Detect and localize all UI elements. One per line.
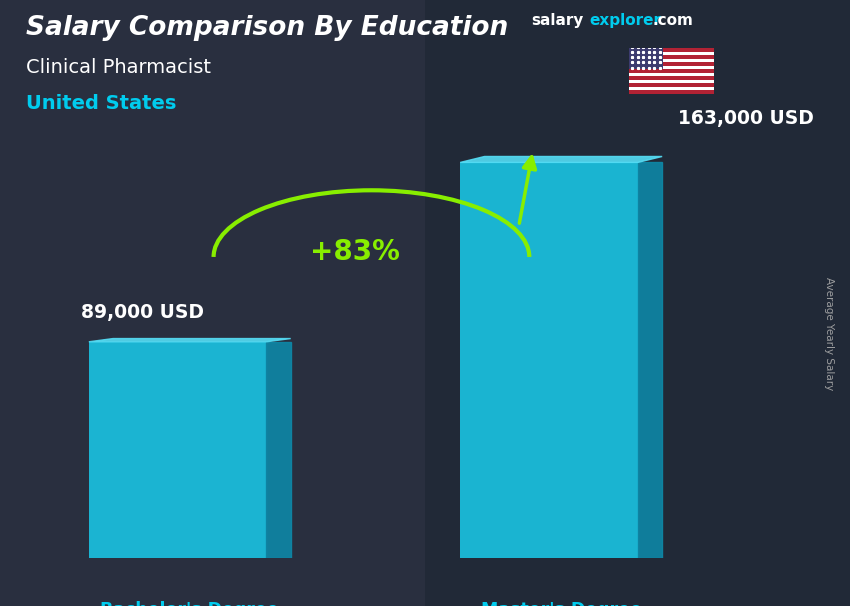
Text: .com: .com xyxy=(653,13,694,28)
Bar xyxy=(629,73,714,76)
Bar xyxy=(629,70,714,73)
Text: 163,000 USD: 163,000 USD xyxy=(678,110,814,128)
Bar xyxy=(461,162,638,558)
Text: salary: salary xyxy=(531,13,584,28)
Text: 89,000 USD: 89,000 USD xyxy=(81,304,204,322)
Bar xyxy=(629,48,714,52)
Polygon shape xyxy=(267,342,291,558)
Polygon shape xyxy=(461,156,662,162)
Text: Clinical Pharmacist: Clinical Pharmacist xyxy=(26,58,211,76)
Text: Salary Comparison By Education: Salary Comparison By Education xyxy=(26,15,507,41)
Text: Master's Degree: Master's Degree xyxy=(481,601,642,606)
Bar xyxy=(629,90,714,94)
Polygon shape xyxy=(88,339,291,342)
Bar xyxy=(629,52,714,56)
Bar xyxy=(629,62,714,66)
Bar xyxy=(629,84,714,87)
Text: +83%: +83% xyxy=(310,238,400,266)
Text: explorer: explorer xyxy=(589,13,661,28)
Text: United States: United States xyxy=(26,94,176,113)
Polygon shape xyxy=(638,162,662,558)
Bar xyxy=(629,66,714,70)
Bar xyxy=(88,342,267,558)
Text: Average Yearly Salary: Average Yearly Salary xyxy=(824,277,834,390)
Bar xyxy=(629,87,714,90)
Bar xyxy=(629,59,714,62)
Bar xyxy=(629,76,714,80)
Bar xyxy=(629,45,663,70)
Text: Bachelor's Degree: Bachelor's Degree xyxy=(100,601,279,606)
Bar xyxy=(629,80,714,84)
Bar xyxy=(629,56,714,59)
